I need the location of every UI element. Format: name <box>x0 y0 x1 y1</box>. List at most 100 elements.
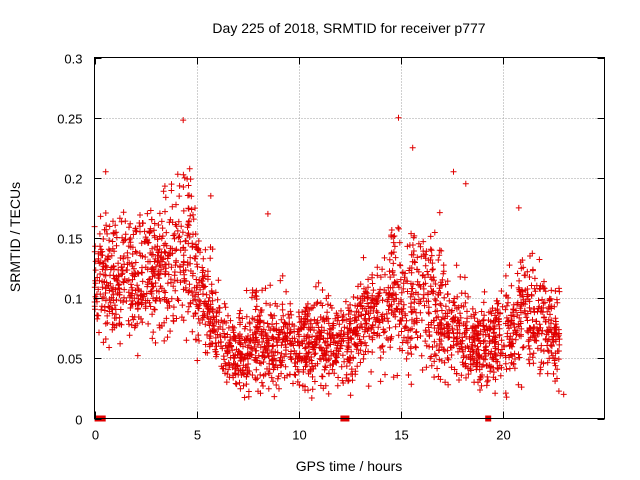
data-point <box>374 330 381 337</box>
data-point <box>113 229 120 236</box>
data-point <box>417 333 424 339</box>
data-point <box>369 349 376 356</box>
data-point <box>474 335 481 342</box>
data-point <box>480 361 487 368</box>
data-point <box>241 394 248 401</box>
data-point <box>170 318 177 325</box>
data-point <box>525 338 532 345</box>
data-point <box>395 332 402 339</box>
data-point <box>515 354 522 361</box>
data-point <box>144 281 151 288</box>
data-point <box>129 251 136 257</box>
data-point <box>278 361 285 368</box>
data-point <box>267 302 274 308</box>
data-point <box>147 250 154 256</box>
data-point <box>164 305 171 311</box>
data-point <box>308 395 315 401</box>
data-point <box>268 374 275 381</box>
data-point <box>116 314 123 321</box>
data-point <box>447 344 454 351</box>
data-point <box>256 359 263 366</box>
data-point <box>239 367 246 373</box>
data-point <box>97 291 104 298</box>
data-point <box>518 325 525 332</box>
data-point <box>350 294 357 300</box>
data-point <box>491 323 498 330</box>
data-point <box>325 390 332 397</box>
data-point <box>207 255 214 262</box>
data-point <box>258 309 265 315</box>
data-point <box>442 281 449 288</box>
data-point <box>525 329 532 336</box>
data-point <box>472 325 479 332</box>
data-point <box>151 227 157 234</box>
data-point <box>213 343 220 350</box>
data-point-outlier <box>102 168 109 175</box>
data-point <box>296 382 303 388</box>
data-point <box>357 340 364 347</box>
data-point <box>158 235 165 242</box>
data-point <box>347 334 354 341</box>
data-point <box>102 285 109 292</box>
data-point <box>431 351 438 358</box>
data-point <box>116 215 123 222</box>
data-point <box>545 316 552 323</box>
data-point <box>164 280 171 287</box>
data-point <box>195 305 202 312</box>
data-point <box>265 343 272 350</box>
data-point <box>379 318 386 325</box>
data-point <box>526 304 533 311</box>
data-point <box>515 381 522 388</box>
data-point <box>137 212 143 218</box>
data-point <box>506 262 513 269</box>
data-point <box>495 341 502 348</box>
data-point <box>542 336 549 343</box>
data-point <box>294 378 301 385</box>
data-point <box>100 339 107 346</box>
data-point <box>163 265 169 272</box>
data-point <box>185 218 192 225</box>
data-point <box>486 325 493 332</box>
data-point <box>147 225 154 232</box>
data-point <box>115 260 122 267</box>
data-point <box>326 370 332 377</box>
data-point <box>131 295 138 302</box>
data-point <box>155 249 162 256</box>
data-point <box>188 288 195 295</box>
data-point <box>275 331 282 338</box>
data-point <box>123 267 130 273</box>
data-point <box>527 351 533 358</box>
data-point <box>408 335 415 341</box>
data-point <box>129 263 136 270</box>
data-point <box>498 288 505 294</box>
data-point <box>388 249 395 256</box>
data-point <box>148 288 155 295</box>
data-point <box>519 344 526 351</box>
data-point <box>222 370 228 377</box>
data-point <box>221 356 228 363</box>
data-point <box>194 357 201 364</box>
data-point <box>156 246 163 253</box>
data-point-outlier <box>462 180 469 187</box>
data-point <box>299 382 306 389</box>
data-point <box>429 288 436 295</box>
data-point <box>170 304 177 311</box>
data-point <box>366 333 373 340</box>
data-point <box>225 324 232 331</box>
data-point <box>375 324 382 331</box>
data-point <box>359 293 366 299</box>
data-point <box>221 300 228 307</box>
data-point <box>344 356 351 362</box>
data-point <box>140 291 147 298</box>
data-point <box>464 308 470 315</box>
data-point <box>153 287 160 294</box>
data-point <box>142 234 149 241</box>
data-point <box>252 357 259 364</box>
data-point <box>278 316 285 323</box>
data-point <box>436 319 443 326</box>
data-point <box>162 194 169 201</box>
data-point <box>517 305 524 312</box>
data-point <box>471 315 478 322</box>
data-point <box>208 281 215 288</box>
data-point <box>177 269 184 276</box>
